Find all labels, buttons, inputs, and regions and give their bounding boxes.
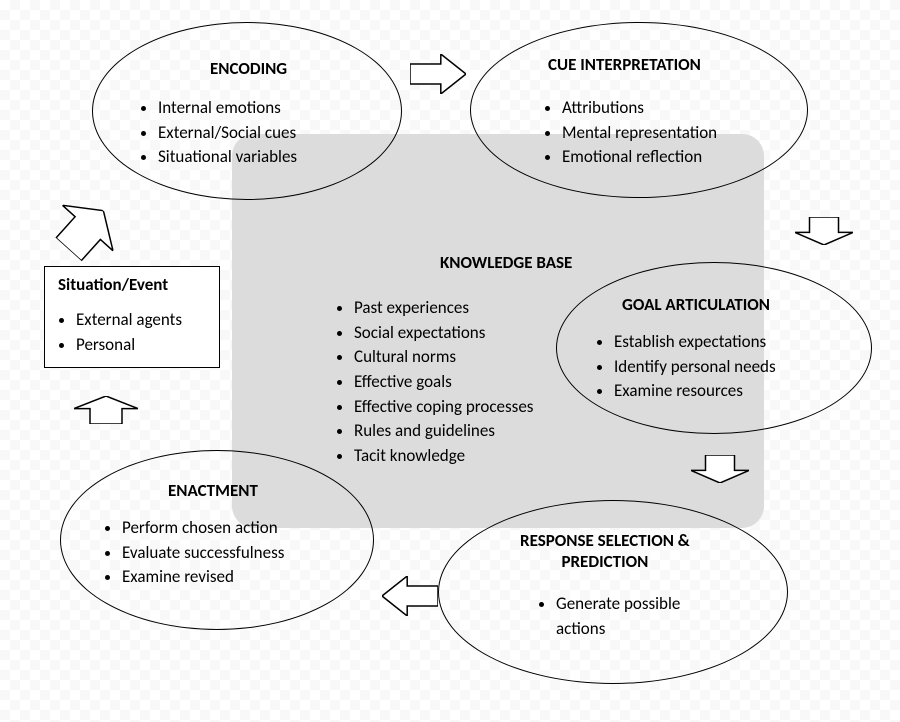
arrow-encoding-to-cue bbox=[410, 54, 466, 94]
list-item: Generate possible actions bbox=[556, 592, 728, 641]
arrow-situation-to-encoding bbox=[43, 188, 128, 272]
knowledge-base-title: KNOWLEDGE BASE bbox=[440, 252, 572, 273]
list-item: Evaluate successfulness bbox=[122, 541, 284, 566]
knowledge-base-items: Past experiencesSocial expectationsCultu… bbox=[336, 296, 533, 468]
list-item: Mental representation bbox=[562, 121, 717, 146]
list-item: Cultural norms bbox=[354, 345, 533, 370]
response-title: RESPONSE SELECTION & PREDICTION bbox=[520, 530, 690, 572]
response-items: Generate possible actions bbox=[538, 592, 728, 641]
cue-items: AttributionsMental representationEmotion… bbox=[544, 96, 717, 170]
encoding-items: Internal emotionsExternal/Social cuesSit… bbox=[140, 96, 297, 170]
list-item: External agents bbox=[76, 308, 182, 333]
diagram-stage: KNOWLEDGE BASE Situation/Event ENCODING … bbox=[0, 0, 900, 722]
arrow-goal-to-response bbox=[691, 455, 749, 483]
list-item: Personal bbox=[76, 333, 182, 358]
situation-title: Situation/Event bbox=[58, 274, 168, 295]
list-item: Emotional reflection bbox=[562, 145, 717, 170]
arrow-cue-to-goal bbox=[795, 217, 853, 245]
encoding-title: ENCODING bbox=[210, 58, 287, 79]
list-item: Establish expectations bbox=[614, 330, 776, 355]
list-item: Examine revised bbox=[122, 565, 284, 590]
list-item: Effective coping processes bbox=[354, 395, 533, 420]
arrow-response-to-enactment bbox=[382, 576, 438, 616]
list-item: Perform chosen action bbox=[122, 516, 284, 541]
list-item: External/Social cues bbox=[158, 121, 297, 146]
list-item: Rules and guidelines bbox=[354, 419, 533, 444]
list-item: Identify personal needs bbox=[614, 355, 776, 380]
list-item: Examine resources bbox=[614, 379, 776, 404]
enactment-title: ENACTMENT bbox=[168, 480, 258, 501]
list-item: Past experiences bbox=[354, 296, 533, 321]
list-item: Effective goals bbox=[354, 370, 533, 395]
goal-title: GOAL ARTICULATION bbox=[622, 294, 770, 315]
arrow-enactment-to-situation bbox=[74, 396, 138, 424]
list-item: Attributions bbox=[562, 96, 717, 121]
cue-title: CUE INTERPRETATION bbox=[548, 54, 701, 75]
list-item: Tacit knowledge bbox=[354, 444, 533, 469]
list-item: Internal emotions bbox=[158, 96, 297, 121]
enactment-items: Perform chosen actionEvaluate successful… bbox=[104, 516, 284, 590]
list-item: Situational variables bbox=[158, 145, 297, 170]
situation-items: External agentsPersonal bbox=[58, 308, 182, 357]
list-item: Social expectations bbox=[354, 321, 533, 346]
goal-items: Establish expectationsIdentify personal … bbox=[596, 330, 776, 404]
